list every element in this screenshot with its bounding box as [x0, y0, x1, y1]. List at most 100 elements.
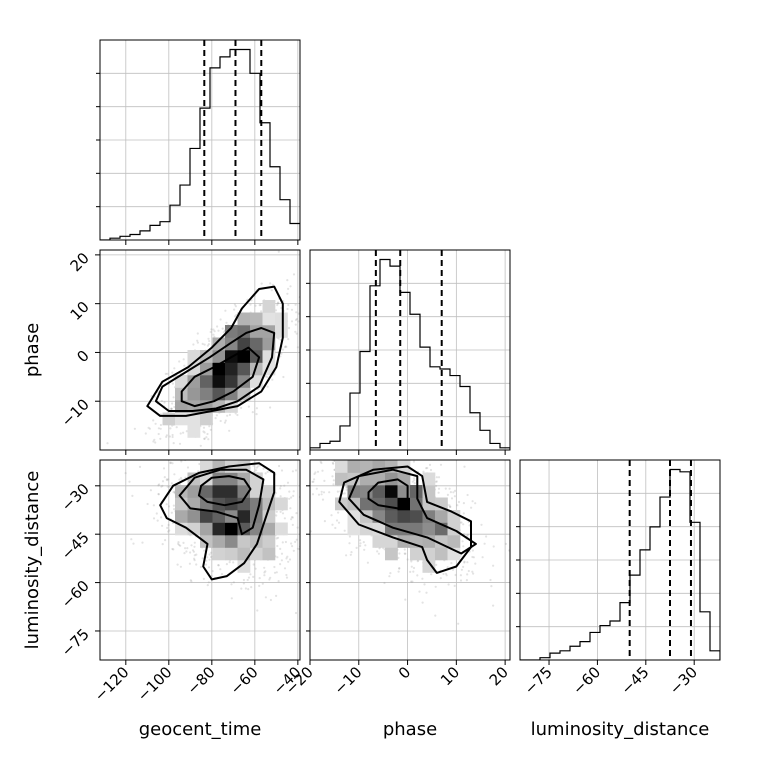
scatter-point	[160, 399, 163, 403]
scatter-point	[238, 453, 240, 455]
panel-phase-luminosity_distance	[305, 431, 510, 660]
scatter-point	[304, 511, 306, 513]
scatter-point	[204, 563, 208, 566]
density-cell	[410, 522, 423, 536]
scatter-point	[193, 545, 196, 548]
density-cell	[187, 375, 201, 388]
y-axis-label-luminosity_distance: luminosity_distance	[22, 471, 43, 650]
scatter-point	[261, 582, 264, 585]
scatter-point	[180, 460, 183, 463]
density-cell	[250, 472, 263, 486]
density-cell	[262, 312, 276, 326]
scatter-point	[203, 343, 206, 346]
density-cell	[347, 460, 361, 473]
scatter-point	[210, 574, 213, 578]
scatter-point	[301, 517, 303, 519]
scatter-point	[292, 490, 295, 493]
scatter-point	[281, 541, 284, 544]
x-tick-label-phase: −10	[330, 663, 365, 698]
scatter-point	[165, 455, 167, 457]
scatter-point	[165, 456, 167, 458]
scatter-point	[319, 270, 321, 272]
scatter-point	[196, 455, 198, 457]
scatter-point	[152, 440, 155, 443]
scatter-point	[435, 480, 438, 483]
x-tick-label-phase: 0	[395, 663, 414, 682]
scatter-point	[332, 479, 335, 482]
scatter-point	[463, 465, 466, 468]
scatter-point	[208, 339, 211, 343]
scatter-point	[273, 571, 277, 574]
scatter-point	[312, 323, 314, 325]
density-cell	[212, 522, 226, 536]
scatter-point	[216, 442, 218, 444]
density-cell	[250, 547, 263, 561]
scatter-point	[448, 487, 451, 490]
density-cell	[237, 560, 251, 573]
scatter-point	[425, 591, 428, 594]
scatter-point	[474, 502, 477, 505]
scatter-point	[132, 542, 135, 545]
scatter-point	[207, 337, 210, 340]
scatter-point	[410, 565, 413, 568]
scatter-point	[214, 437, 216, 439]
scatter-point	[290, 516, 293, 519]
scatter-point	[269, 282, 272, 285]
contour-line	[197, 475, 252, 507]
scatter-point	[388, 432, 390, 434]
scatter-point	[189, 579, 192, 582]
scatter-point	[416, 574, 419, 577]
scatter-point	[232, 457, 234, 459]
contour-line	[338, 465, 472, 574]
scatter-point	[312, 332, 314, 334]
scatter-point	[294, 303, 297, 306]
scatter-point	[233, 436, 235, 438]
density-cell	[212, 485, 226, 498]
scatter-point	[343, 529, 346, 532]
density-cell	[372, 497, 386, 511]
density-cell	[225, 485, 238, 498]
scatter-point	[320, 493, 323, 496]
density-cell	[237, 497, 251, 511]
scatter-point	[305, 462, 307, 464]
y-tick-label-luminosity_distance: −75	[58, 625, 93, 660]
scatter-point	[446, 566, 449, 569]
scatter-point	[423, 583, 426, 586]
scatter-point	[219, 318, 222, 321]
scatter-point	[160, 485, 163, 488]
density-cell	[175, 375, 188, 388]
scatter-point	[220, 457, 222, 459]
density-cell	[422, 497, 436, 511]
scatter-point	[466, 493, 469, 497]
density-cell	[422, 535, 436, 548]
density-cell	[187, 350, 201, 363]
scatter-point	[334, 431, 336, 433]
scatter-point	[226, 414, 229, 417]
scatter-point	[457, 622, 460, 625]
scatter-point	[226, 450, 228, 452]
scatter-point	[168, 529, 171, 532]
scatter-point	[435, 476, 438, 479]
scatter-point	[331, 435, 333, 437]
scatter-point	[264, 375, 267, 378]
scatter-point	[302, 518, 304, 520]
density-cell	[347, 510, 361, 523]
scatter-point	[331, 461, 334, 464]
scatter-point	[429, 457, 431, 459]
density-cell	[347, 522, 361, 536]
x-axis-label-geocent_time: geocent_time	[139, 719, 262, 740]
scatter-point	[224, 309, 227, 312]
scatter-point	[410, 560, 413, 563]
scatter-point	[196, 339, 199, 342]
scatter-point	[178, 428, 180, 430]
scatter-point	[323, 479, 326, 482]
scatter-point	[188, 562, 191, 565]
scatter-point	[446, 493, 449, 496]
scatter-point	[257, 465, 260, 468]
scatter-point	[183, 552, 186, 555]
x-axis-label-phase: phase	[383, 719, 437, 740]
density-cell	[335, 472, 348, 486]
scatter-point	[157, 493, 160, 496]
scatter-point	[457, 500, 461, 504]
scatter-point	[271, 378, 274, 381]
